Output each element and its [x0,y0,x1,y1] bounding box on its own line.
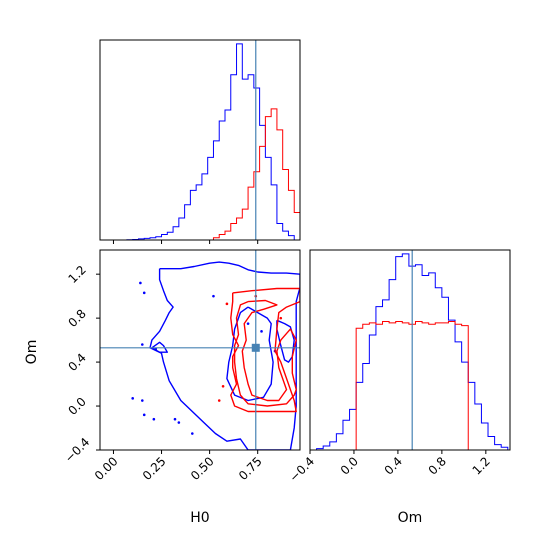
red-contour [233,299,297,407]
x-axis-label-h0: H0 [190,510,209,526]
h0-histogram-panel [99,39,301,244]
truth-marker [251,343,260,352]
blue-scatter-point [141,399,144,402]
h0-tick-label: 0.25 [140,454,169,483]
om-tick-label: −0.4 [62,435,93,466]
blue-scatter-point [141,343,144,346]
blue-scatter-point [177,421,181,424]
om-histogram-panel: −0.4 0.0 0.4 0.8 1.2 [287,249,511,485]
om-x-tick-label: 0.8 [426,454,449,477]
blue-scatter-point [139,281,142,285]
h0-om-contour-panel: 0.00 0.25 0.50 0.75 −0.4 0.0 0.4 0.8 1.2 [62,249,301,483]
blue-scatter-point [142,413,146,417]
red-scatter-point [221,384,225,388]
blue-contour [151,341,168,353]
om-x-tick-label: 0.4 [382,454,405,477]
x-axis-label-om: Om [398,510,423,526]
om-histogram-blue-series [310,253,509,450]
om-x-tick-label: −0.4 [287,454,318,485]
om-histogram-red-series [310,321,508,450]
blue-scatter-point [246,322,250,325]
blue-scatter-point [142,291,146,295]
h0-tick-label: 0.00 [92,454,121,483]
blue-scatter-point [173,417,177,421]
h0-histogram-frame [99,39,301,241]
blue-contour [149,261,300,450]
om-histogram-frame [309,249,511,451]
om-tick-label: 1.2 [65,263,88,286]
red-scatter-point [225,302,229,306]
red-scatter-point [217,399,221,402]
h0-tick-label: 0.75 [236,454,265,483]
blue-scatter-point [191,432,194,435]
blue-scatter-point [131,397,134,400]
blue-scatter-point [152,417,156,421]
om-tick-label: 0.0 [65,395,88,418]
red-scatter-point [279,316,283,320]
y-axis-label-om: Om [24,340,40,365]
contour-panel-frame [99,249,301,451]
blue-scatter-point [260,330,263,333]
blue-contour [276,319,295,363]
om-tick-label: 0.4 [65,351,88,374]
blue-scatter-point [212,294,215,298]
om-x-tick-label: 1.2 [470,454,493,477]
om-tick-label: 0.8 [65,307,88,330]
om-x-tick-label: 0.0 [338,454,361,477]
h0-histogram-blue-series [126,43,300,240]
h0-tick-label: 0.50 [188,454,217,483]
h0-histogram-red-series [126,108,300,240]
